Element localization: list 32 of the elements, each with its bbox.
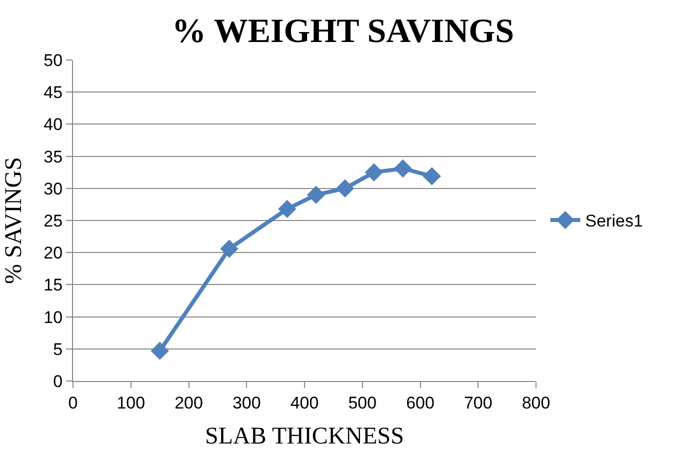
y-tick-label: 15	[44, 276, 63, 295]
legend-label: Series1	[585, 212, 643, 231]
point	[336, 179, 354, 198]
y-tick-label: 40	[44, 115, 63, 134]
y-tick-label: 5	[53, 340, 63, 359]
x-tick-label: 700	[464, 393, 492, 412]
y-tick-label: 30	[44, 179, 63, 198]
x-tick-label: 800	[522, 393, 550, 412]
x-tick-label: 0	[68, 393, 78, 412]
point	[394, 159, 412, 178]
y-tick-label: 45	[44, 83, 63, 102]
point	[306, 186, 326, 204]
y-tick-label: 10	[44, 308, 63, 327]
x-tick-label: 100	[116, 393, 146, 412]
x-tick-label: 600	[406, 393, 434, 412]
x-tick-label: 500	[348, 393, 377, 412]
y-tick-label: 25	[44, 211, 63, 230]
y-axis-title: % SAVINGS	[0, 157, 27, 284]
y-tick-label: 20	[44, 244, 63, 263]
point	[422, 167, 441, 186]
x-tick-label: 200	[174, 393, 203, 412]
point	[364, 163, 384, 182]
point	[150, 342, 169, 360]
x-tick-label: 400	[290, 393, 319, 412]
y-tick-label: 0	[53, 372, 63, 391]
point	[220, 240, 238, 258]
y-tick-label: 35	[44, 147, 63, 166]
x-tick-label: 300	[232, 393, 261, 412]
chart-title: % WEIGHT SAVINGS	[172, 13, 514, 50]
x-axis-title: SLAB THICKNESS	[205, 424, 404, 450]
y-tick-label: 50	[44, 50, 63, 70]
point	[278, 200, 296, 218]
